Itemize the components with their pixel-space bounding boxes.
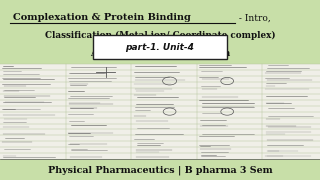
- Bar: [0, 0, 320, 64]
- Text: - Intro,: - Intro,: [236, 13, 271, 22]
- Text: Application of Complexation: Application of Complexation: [90, 49, 230, 58]
- Text: part-1. Unit-4: part-1. Unit-4: [125, 43, 195, 52]
- Text: Classification (Metal ion/ Coordinate complex): Classification (Metal ion/ Coordinate co…: [45, 31, 275, 40]
- Bar: [0, 159, 320, 180]
- Text: Physical Pharmaceutics | B pharma 3 Sem: Physical Pharmaceutics | B pharma 3 Sem: [48, 165, 272, 175]
- Bar: [0, 64, 320, 159]
- FancyBboxPatch shape: [93, 35, 227, 59]
- Text: Complexation & Protein Binding: Complexation & Protein Binding: [13, 13, 191, 22]
